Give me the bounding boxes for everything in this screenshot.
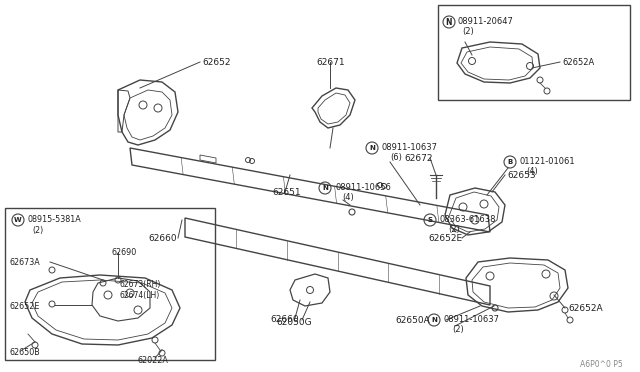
Text: 08915-5381A: 08915-5381A xyxy=(27,215,81,224)
Text: 62671: 62671 xyxy=(316,58,344,67)
Text: 01121-01061: 01121-01061 xyxy=(519,157,575,166)
Text: (2): (2) xyxy=(462,27,474,36)
Text: 62673A: 62673A xyxy=(9,258,40,267)
Text: N: N xyxy=(431,317,437,323)
Text: 62650B: 62650B xyxy=(9,348,40,357)
Text: 62652A: 62652A xyxy=(562,58,595,67)
Text: 62672: 62672 xyxy=(404,154,433,163)
Text: 08911-10656: 08911-10656 xyxy=(335,183,391,192)
Text: 08911-20647: 08911-20647 xyxy=(458,17,514,26)
Text: (2): (2) xyxy=(448,225,460,234)
Text: (6): (6) xyxy=(390,153,402,162)
Text: N: N xyxy=(445,17,452,26)
Text: 62652E: 62652E xyxy=(9,302,40,311)
Text: W: W xyxy=(14,217,22,223)
Text: N: N xyxy=(322,185,328,191)
Text: 62652A: 62652A xyxy=(568,304,603,313)
Text: (2): (2) xyxy=(32,226,44,235)
Text: A6P0^0 P5: A6P0^0 P5 xyxy=(580,360,623,369)
Text: 62650A: 62650A xyxy=(395,316,429,325)
Text: 62660: 62660 xyxy=(270,315,299,324)
Text: 62651: 62651 xyxy=(272,188,301,197)
Text: B: B xyxy=(508,159,513,165)
Text: S: S xyxy=(428,217,433,223)
Text: (2): (2) xyxy=(452,325,464,334)
Text: 08911-10637: 08911-10637 xyxy=(382,143,438,152)
Text: 08363-61638: 08363-61638 xyxy=(440,215,497,224)
Text: 62050G: 62050G xyxy=(276,318,312,327)
Text: 62674(LH): 62674(LH) xyxy=(120,291,160,300)
Text: 08911-10637: 08911-10637 xyxy=(444,315,500,324)
Text: N: N xyxy=(369,145,375,151)
Text: 62660: 62660 xyxy=(148,234,177,243)
Text: 62652E: 62652E xyxy=(428,234,462,243)
Text: (4): (4) xyxy=(342,193,354,202)
Text: (4): (4) xyxy=(526,167,538,176)
Text: 62652: 62652 xyxy=(202,58,230,67)
Text: 62022A: 62022A xyxy=(138,356,169,365)
Text: 62653: 62653 xyxy=(507,171,536,180)
Text: 62673(RH): 62673(RH) xyxy=(120,280,161,289)
Text: 62690: 62690 xyxy=(112,248,137,257)
